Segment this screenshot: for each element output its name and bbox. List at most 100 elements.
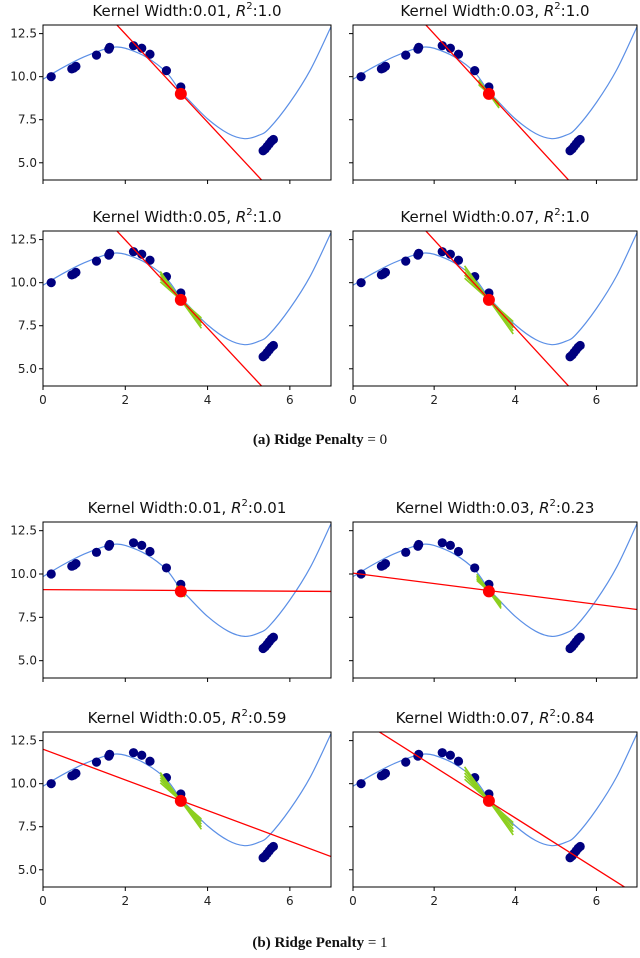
data-point [445, 43, 455, 53]
title-before: Kernel Width:0.01, [87, 499, 232, 517]
data-point [46, 779, 56, 789]
surrogate-fit-line [425, 25, 570, 180]
y-tick-label: 7.5 [18, 820, 37, 834]
data-point [445, 249, 455, 259]
title-symbol: R [543, 2, 555, 20]
plot-area [353, 231, 637, 386]
data-point [414, 42, 424, 52]
x-tick-label: 0 [39, 393, 47, 407]
title-exponent: 2 [549, 708, 556, 719]
surrogate-fit-line [116, 25, 263, 180]
x-tick-label: 4 [204, 393, 212, 407]
title-symbol: R [543, 208, 555, 226]
data-point [145, 49, 155, 59]
subplot-2 [349, 24, 638, 184]
data-point [268, 632, 278, 642]
surrogate-fit-line [43, 588, 331, 593]
x-tick-label: 6 [593, 894, 601, 908]
data-point [437, 247, 447, 257]
y-tick-label: 10.0 [10, 276, 37, 290]
data-point [268, 134, 278, 145]
data-point [128, 538, 139, 548]
data-point [137, 540, 147, 551]
true-function-curve [43, 523, 331, 638]
data-point [71, 267, 81, 277]
title-after: :0.59 [247, 709, 287, 727]
data-point [470, 563, 480, 573]
data-point [71, 768, 81, 778]
data-point [46, 278, 56, 288]
data-point [575, 134, 585, 145]
data-point [437, 41, 447, 51]
y-tick-label: 5.0 [18, 156, 37, 170]
plot-area [353, 25, 637, 180]
y-tick-label: 7.5 [18, 113, 37, 127]
surrogate-fit-line [425, 231, 570, 386]
data-point [161, 66, 172, 76]
caption-a-text: Ridge Penalty [274, 432, 364, 448]
data-point [268, 340, 278, 351]
true-function-curve [43, 733, 331, 847]
explained-point [174, 585, 187, 598]
data-point [575, 340, 585, 351]
data-point [145, 546, 155, 557]
true-function-curve [353, 523, 637, 638]
plot-area [353, 732, 637, 887]
subplot-title: Kernel Width:0.03, R2:1.0 [345, 1, 640, 21]
explained-point [482, 293, 495, 306]
surrogate-fit-line [116, 231, 263, 386]
title-after: :1.0 [252, 2, 282, 20]
y-tick-label: 10.0 [10, 567, 37, 581]
y-tick-label: 12.5 [10, 233, 37, 247]
x-tick-label: 4 [511, 894, 519, 908]
title-exponent: 2 [549, 498, 556, 509]
plot-area [353, 523, 637, 654]
subplot-title: Kernel Width:0.03, R2:0.23 [345, 498, 640, 518]
x-tick-label: 2 [430, 894, 438, 908]
caption-a-eq: = 0 [367, 432, 388, 448]
title-before: Kernel Width:0.07, [400, 208, 544, 226]
title-after: :0.84 [555, 709, 595, 727]
data-point [445, 750, 455, 760]
y-tick-label: 10.0 [10, 70, 37, 84]
data-point [91, 50, 102, 60]
caption-b-text: Ridge Penalty [274, 935, 365, 951]
plot-area [43, 25, 331, 180]
data-point [445, 540, 455, 551]
data-point [380, 267, 391, 277]
explained-point [482, 87, 495, 100]
data-point [71, 559, 81, 569]
y-tick-label: 5.0 [18, 362, 37, 376]
data-point [437, 748, 447, 758]
x-tick-label: 4 [204, 894, 212, 908]
title-after: :0.23 [555, 499, 595, 517]
axes-frame [352, 230, 638, 387]
title-before: Kernel Width:0.07, [395, 709, 540, 727]
data-point [91, 757, 102, 767]
subplot-title: Kernel Width:0.05, R2:0.59 [37, 709, 337, 728]
data-point [128, 41, 139, 51]
data-point [356, 779, 366, 789]
axes-frame [42, 731, 332, 888]
data-point [137, 43, 147, 53]
y-tick-label: 12.5 [10, 734, 37, 748]
data-point [137, 249, 147, 259]
data-point [145, 255, 155, 265]
data-point [453, 756, 464, 766]
data-point [380, 768, 391, 778]
x-tick-label: 6 [593, 393, 601, 407]
axes-frame [42, 230, 332, 387]
data-point [71, 61, 81, 71]
data-point [401, 256, 411, 266]
data-point [575, 632, 585, 642]
caption-a-label: (a) [252, 432, 271, 448]
subplot-4: 0 2 4 6 [349, 230, 638, 407]
title-before: Kernel Width:0.05, [92, 208, 236, 226]
data-point [128, 748, 139, 758]
title-exponent: 2 [554, 1, 561, 12]
y-tick-label: 5.0 [18, 863, 37, 877]
surrogate-fit-line [378, 732, 626, 887]
y-tick-label: 7.5 [18, 319, 37, 333]
data-point [575, 841, 585, 852]
subplot-6 [349, 521, 638, 682]
